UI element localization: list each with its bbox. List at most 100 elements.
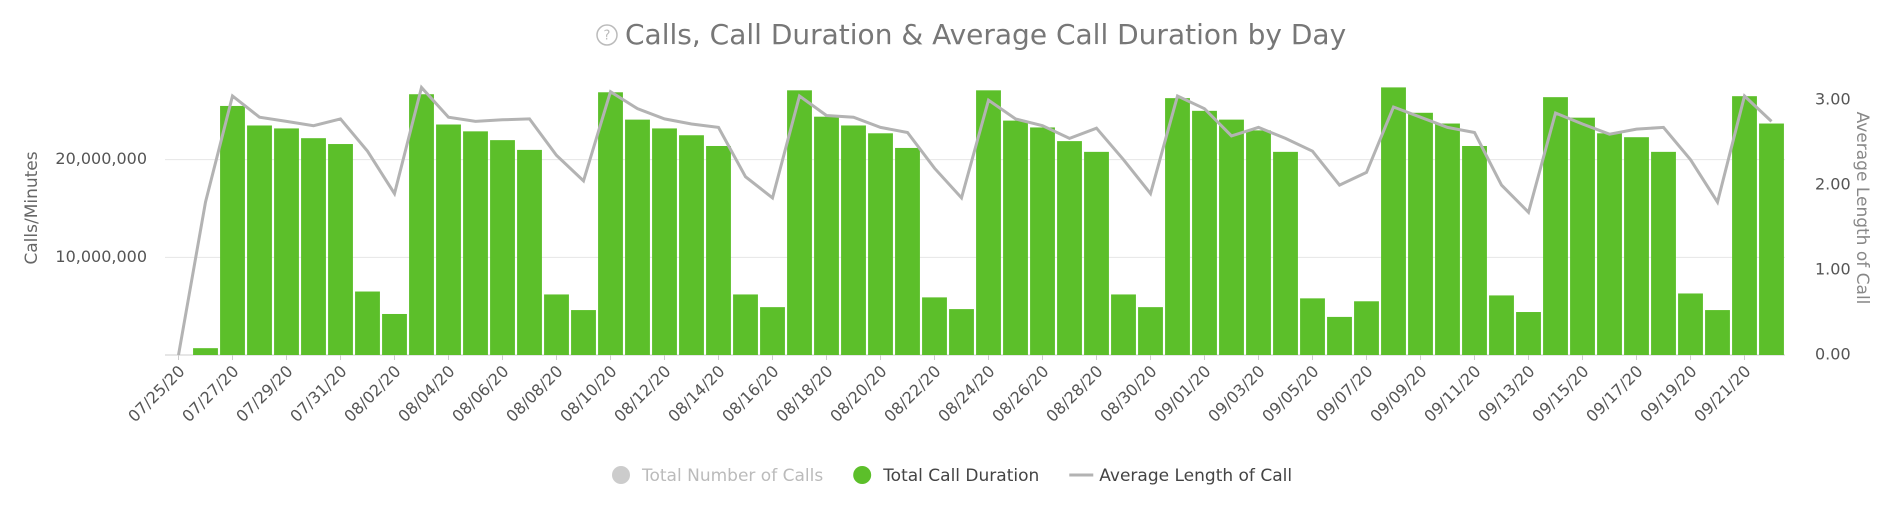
x-tick-label: 08/10/20 [556,362,620,426]
x-tick-label: 09/17/20 [1582,362,1646,426]
x-tick-label: 07/25/20 [124,362,188,426]
bar[interactable] [814,116,839,356]
bar[interactable] [355,291,380,355]
bar[interactable] [1462,145,1487,355]
y-tick-label: 10,000,000 [55,247,147,266]
x-tick-label: 09/01/20 [1150,362,1214,426]
bar[interactable] [1111,294,1136,355]
bar[interactable] [1570,117,1595,355]
bar[interactable] [625,119,650,355]
bar[interactable] [1759,123,1784,355]
bar[interactable] [247,125,272,355]
bar[interactable] [1084,151,1109,355]
x-tick-label: 09/05/20 [1258,362,1322,426]
bar[interactable] [868,133,893,355]
bar[interactable] [220,105,245,355]
legend-label[interactable]: Average Length of Call [1099,466,1292,486]
bar[interactable] [598,92,623,355]
bar[interactable] [382,313,407,355]
x-tick-label: 08/16/20 [718,362,782,426]
bar[interactable] [1138,307,1163,355]
help-icon-glyph: ? [604,29,611,44]
bar[interactable] [706,145,731,355]
bar[interactable] [517,149,542,355]
bar[interactable] [1273,151,1298,355]
bar[interactable] [1327,316,1352,355]
bar[interactable] [1381,87,1406,355]
bar[interactable] [1300,298,1325,355]
bar[interactable] [328,144,353,355]
x-tick-label: 08/20/20 [826,362,890,426]
bar[interactable] [193,348,218,355]
bar[interactable] [787,90,812,355]
bar[interactable] [841,125,866,355]
x-tick-label: 08/06/20 [448,362,512,426]
bar[interactable] [1057,141,1082,355]
legend-swatch [853,466,872,484]
x-tick-label: 08/12/20 [610,362,674,426]
x-tick-label: 08/08/20 [502,362,566,426]
bar[interactable] [895,147,920,355]
bar[interactable] [274,128,299,355]
bar[interactable] [1165,98,1190,356]
bar[interactable] [1030,127,1055,355]
x-tick-label: 09/15/20 [1528,362,1592,426]
bar[interactable] [1678,293,1703,355]
x-tick-label: 09/13/20 [1474,362,1538,426]
bar[interactable] [301,138,326,355]
bar[interactable] [949,309,974,355]
bar[interactable] [1489,295,1514,355]
x-tick-label: 09/11/20 [1420,362,1484,426]
bar[interactable] [1246,130,1271,355]
y2-tick-label: 1.00 [1815,260,1851,279]
bar[interactable] [1219,119,1244,355]
bar[interactable] [1516,312,1541,355]
bar[interactable] [1624,137,1649,355]
bar[interactable] [1732,96,1757,355]
bar[interactable] [463,131,488,355]
bar[interactable] [544,294,569,355]
x-tick-label: 08/28/20 [1042,362,1106,426]
chart-title: Calls, Call Duration & Average Call Dura… [625,18,1346,51]
x-tick-label: 08/22/20 [880,362,944,426]
bar[interactable] [652,128,677,355]
bar[interactable] [1192,110,1217,355]
x-tick-label: 09/07/20 [1312,362,1376,426]
bar[interactable] [1597,133,1622,355]
y-axis-title: Calls/Minutes [22,151,42,264]
x-tick-label: 08/02/20 [340,362,404,426]
legend-swatch [612,466,630,484]
x-tick-label: 08/30/20 [1096,362,1160,426]
x-tick-label: 08/18/20 [772,362,836,426]
x-tick-label: 08/24/20 [934,362,998,426]
bar[interactable] [1543,97,1568,355]
bar[interactable] [733,294,758,355]
line [177,84,1773,356]
x-tick-label: 07/29/20 [232,362,296,426]
bar[interactable] [679,135,704,355]
bar[interactable] [571,310,596,355]
bar[interactable] [1003,120,1028,355]
bar[interactable] [760,307,785,355]
legend-label[interactable]: Total Number of Calls [641,466,823,486]
bar[interactable] [409,94,434,355]
x-tick-label: 08/26/20 [988,362,1052,426]
legend-label[interactable]: Total Call Duration [882,466,1039,486]
bar[interactable] [1651,151,1676,355]
bar[interactable] [1705,310,1730,355]
bar[interactable] [490,140,515,355]
x-tick-label: 08/04/20 [394,362,458,426]
bar[interactable] [1408,112,1433,355]
x-tick-label: 07/31/20 [286,362,350,426]
bar[interactable] [1354,301,1379,355]
help-icon[interactable] [596,24,618,46]
x-tick-label: 08/14/20 [664,362,728,426]
y-tick-label: 20,000,000 [55,149,147,168]
x-tick-label: 09/19/20 [1636,362,1700,426]
y2-tick-label: 3.00 [1815,90,1851,109]
bar[interactable] [922,297,947,355]
bar[interactable] [1435,123,1460,355]
bar[interactable] [436,124,461,355]
y2-axis-title: Average Length of Call [1852,112,1872,305]
